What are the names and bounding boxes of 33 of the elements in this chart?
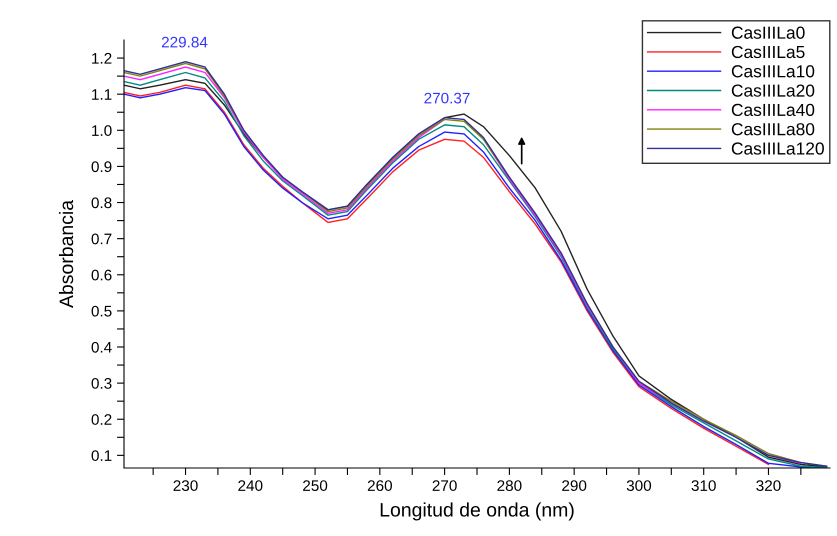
legend-label: CasIIILa120 (732, 142, 824, 155)
y-tick-label: 1.0 (92, 125, 112, 136)
x-tick-label: 230 (174, 480, 198, 492)
y-tick-label: 0.3 (92, 378, 112, 389)
x-tick-label: 310 (692, 480, 716, 492)
y-tick-label: 1.1 (92, 89, 112, 100)
x-tick-label: 280 (497, 480, 522, 492)
x-tick-label: 320 (756, 480, 781, 492)
x-axis-title: Longitud de onda (nm) (380, 502, 574, 521)
y-tick-label: 0.6 (92, 270, 112, 280)
y-tick-label: 0.2 (92, 414, 112, 425)
x-tick-label: 260 (368, 480, 392, 492)
y-axis-title: Absorbancia (58, 200, 74, 308)
legend-label: CasIIILa10 (732, 65, 814, 78)
x-tick-label: 290 (562, 480, 586, 492)
x-tick-label: 250 (303, 480, 328, 492)
y-tick-label: 0.5 (92, 306, 112, 317)
y-tick-label: 0.7 (92, 234, 112, 244)
legend-label: CasIIILa40 (732, 104, 814, 116)
x-tick-label: 300 (626, 480, 652, 492)
y-tick-label: 0.8 (92, 197, 112, 208)
legend-label: CasIIILa20 (732, 84, 814, 97)
y-tick-label: 0.9 (92, 161, 112, 172)
legend-label: CasIIILa5 (732, 46, 805, 58)
annotation: 270.37 (424, 92, 470, 104)
y-tick-label: 0.1 (92, 450, 112, 462)
y-tick-label: 0.4 (92, 342, 112, 353)
x-tick-label: 270 (432, 480, 457, 492)
x-tick-label: 240 (238, 480, 262, 492)
legend-label: CasIIILa0 (732, 26, 805, 39)
annotation: 229.84 (162, 36, 208, 48)
y-tick-label: 1.2 (92, 52, 112, 64)
legend-label: CasIIILa80 (732, 123, 814, 136)
